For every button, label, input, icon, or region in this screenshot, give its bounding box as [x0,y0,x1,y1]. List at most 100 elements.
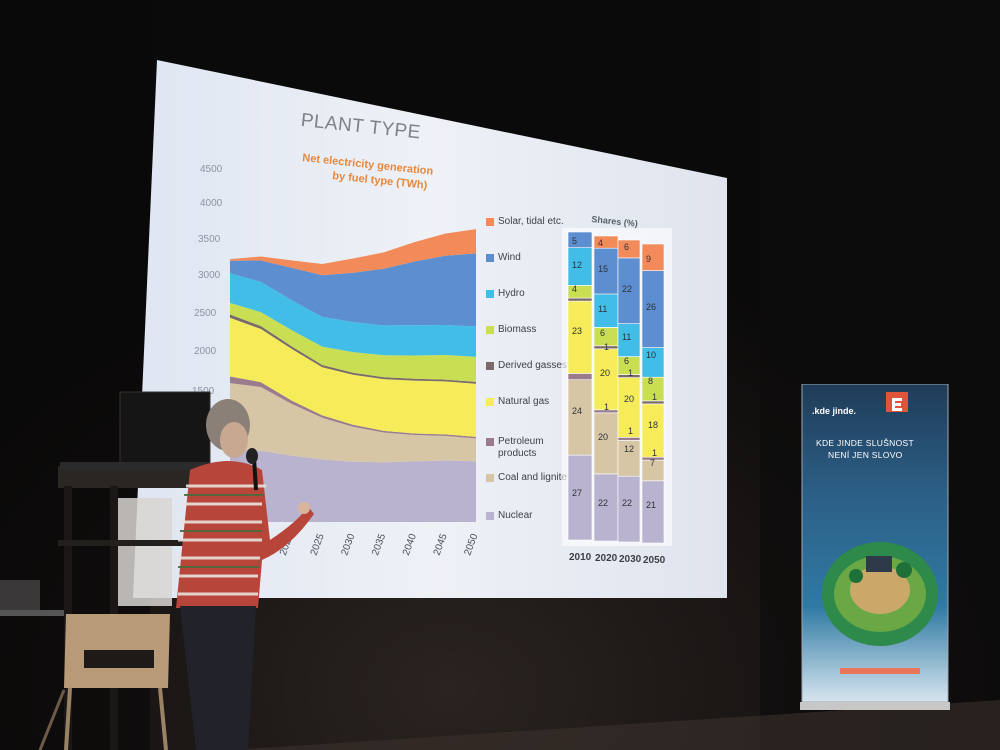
legend-item: Coal and lignite [486,472,568,484]
area-series-coal-and-lignite [230,383,476,463]
share-data-label: 15 [598,264,608,274]
share-segment [593,412,619,475]
share-category-label: 2010 [569,552,592,563]
share-data-label: 4 [572,284,577,294]
brand-logo-mark [886,392,908,412]
legend-swatch [486,398,494,406]
share-data-label: 7 [650,458,655,468]
y-tick-label: 3500 [198,234,221,245]
share-data-label: 20 [598,432,608,442]
y-tick-label: 4500 [200,164,223,175]
y-tick-label: 2500 [194,308,217,319]
share-segment [567,379,593,456]
share-segment [593,473,619,542]
legend-swatch [486,438,494,446]
share-data-label: 1 [628,426,633,436]
legend-label: Wind [498,252,521,263]
area-series-petroleum-products [230,376,476,439]
legend-label: Derived gasses [498,360,567,371]
y-tick-label: 4000 [200,198,223,209]
share-data-label: 18 [648,420,658,430]
legend-swatch [486,254,494,262]
share-data-label: 22 [598,498,608,508]
area-series-hydro [230,273,476,357]
share-data-label: 1 [604,342,609,352]
legend-swatch [486,362,494,370]
legend-item: Hydro [486,288,568,300]
banner-slogan-line1: KDE JINDE SLUŠNOST [816,438,914,448]
share-data-label: 5 [572,236,577,246]
legend-item: Natural gas [486,396,568,408]
share-category-label: 2020 [595,553,618,564]
legend-item: Wind [486,252,568,264]
share-data-label: 11 [598,304,607,314]
legend-item: Biomass [486,324,568,336]
banner-slogan-line2: NENÍ JEN SLOVO [828,450,903,460]
presenter [176,399,314,750]
y-tick-label: 2000 [194,346,217,357]
share-data-label: 8 [648,376,653,386]
area-series-wind [230,253,476,327]
share-data-label: 6 [624,356,629,366]
legend-label: Coal and lignite [498,472,567,483]
legend-swatch [486,218,494,226]
legend-item: Derived gasses [486,360,568,372]
share-data-label: 11 [622,332,631,342]
share-data-label: 6 [624,242,629,252]
legend-swatch [486,326,494,334]
share-data-label: 4 [598,238,603,248]
share-data-label: 26 [646,302,656,312]
share-data-label: 1 [652,392,657,402]
legend-item: Solar, tidal etc. [486,216,568,228]
rollup-banner: .kde jinde. KDE JINDE SLUŠNOST NENÍ JEN … [800,384,950,710]
share-data-label: 12 [572,260,582,270]
share-data-label: 1 [604,402,609,412]
legend-item: Petroleum products [486,436,568,460]
legend-swatch [486,512,494,520]
area-series-solar-tidal-etc- [230,229,476,276]
share-data-label: 27 [572,488,582,498]
share-data-label: 1 [628,368,633,378]
share-data-label: 1 [652,448,657,458]
area-series-natural-gas [230,317,476,437]
chair [38,614,170,750]
legend-label: Hydro [498,288,525,299]
legend-item: Nuclear [486,510,568,522]
share-data-label: 6 [600,328,605,338]
legend-label: Natural gas [498,396,550,407]
legend-label: Solar, tidal etc. [498,216,564,227]
area-series-biomass [230,302,476,382]
share-segment [617,239,641,259]
share-segment [567,300,593,374]
share-data-label: 23 [572,326,582,336]
share-segment [567,247,593,286]
share-data-label: 20 [624,394,634,404]
share-segment [593,293,619,328]
share-segment [567,231,593,248]
share-data-label: 24 [572,406,582,416]
share-data-label: 12 [624,444,634,454]
share-segment [593,247,619,295]
share-segment [641,243,665,271]
legend-label: Nuclear [498,510,533,521]
area-series-nuclear [230,449,476,522]
share-category-label: 2050 [643,555,666,566]
laptop [60,391,211,470]
share-data-label: 22 [622,498,632,508]
share-data-label: 21 [646,500,656,510]
share-data-label: 10 [646,350,656,360]
banner-logo-text: .kde jinde. [812,406,857,416]
share-data-label: 9 [646,254,651,264]
legend-swatch [486,474,494,482]
legend-label: Petroleum products [498,436,544,459]
legend-swatch [486,290,494,298]
y-tick-label: 3000 [198,270,221,281]
share-category-label: 2030 [619,554,642,565]
share-data-label: 20 [600,368,610,378]
share-data-label: 22 [622,284,632,294]
chart-legend: Solar, tidal etc. Wind Hydro Biomass Derived… [486,216,576,536]
legend-label: Biomass [498,324,537,335]
